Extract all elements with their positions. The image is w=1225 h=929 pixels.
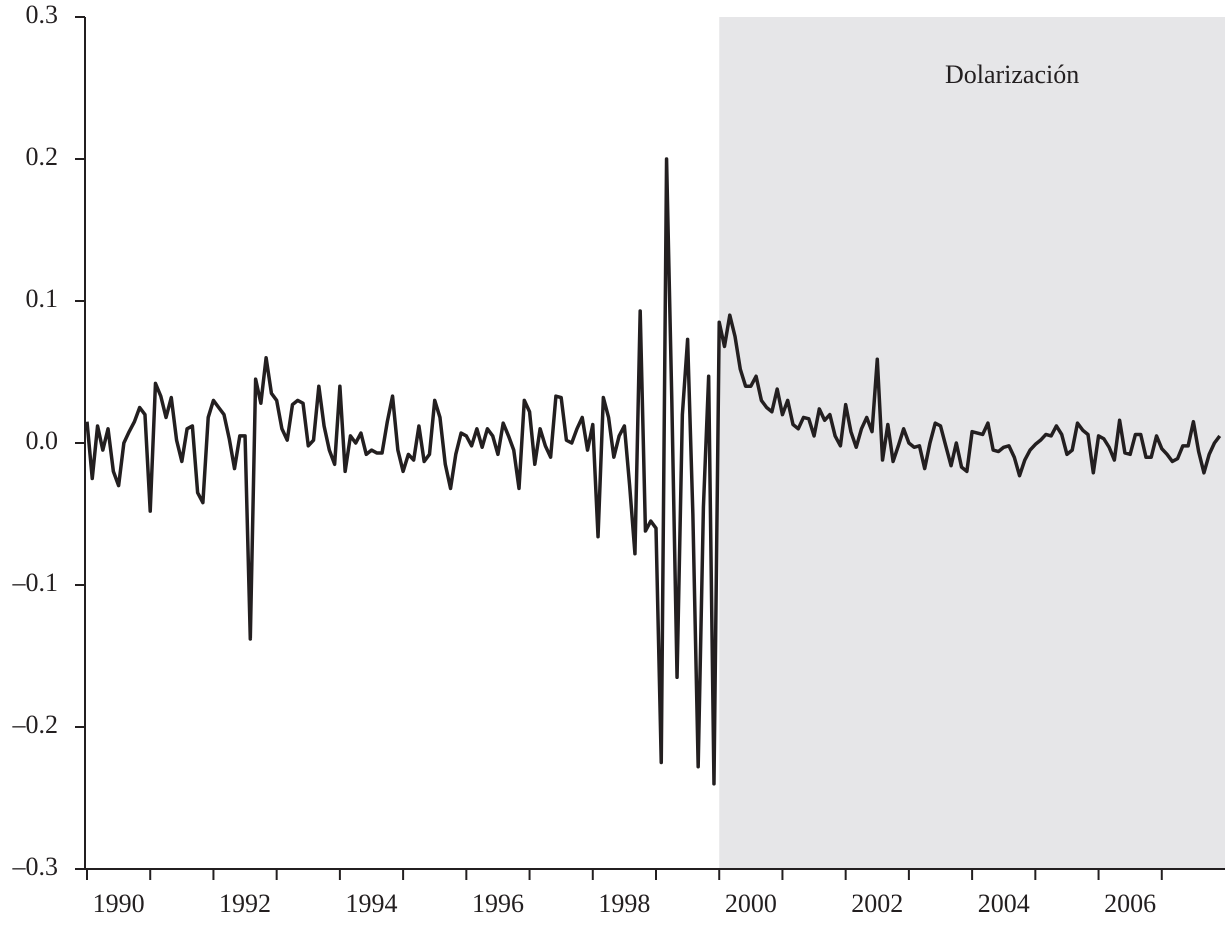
x-tick-label: 1992 (219, 889, 271, 918)
x-tick-label: 2006 (1104, 889, 1156, 918)
region-label: Dolarización (945, 60, 1079, 89)
y-tick-label: –0.2 (12, 710, 59, 739)
y-tick-label: 0.3 (26, 0, 59, 29)
x-tick-label: 1998 (598, 889, 650, 918)
x-tick-label: 2002 (851, 889, 903, 918)
x-tick-label: 2000 (725, 889, 777, 918)
x-tick-label: 1990 (93, 889, 145, 918)
x-tick-label: 1994 (346, 889, 398, 918)
data-line (85, 157, 1222, 786)
y-tick-label: 0.0 (26, 426, 59, 455)
x-tick-label: 2004 (978, 889, 1030, 918)
y-tick-label: 0.2 (26, 142, 59, 171)
x-tick-label: 1996 (472, 889, 524, 918)
y-tick-label: –0.3 (12, 852, 59, 881)
y-tick-label: –0.1 (12, 568, 59, 597)
y-tick-label: 0.1 (26, 284, 59, 313)
